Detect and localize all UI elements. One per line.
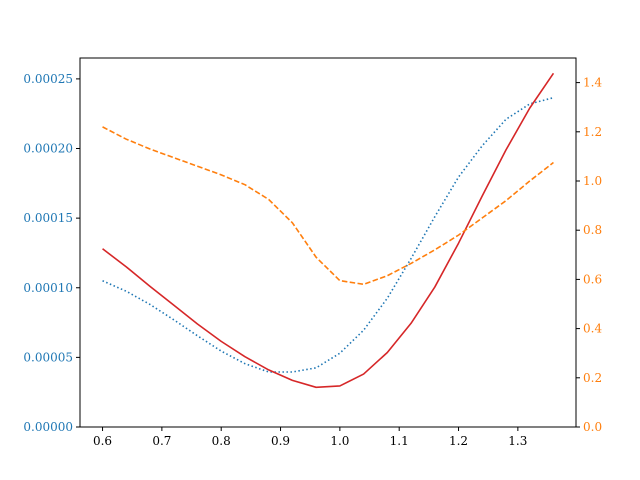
y-left-tick-label: 0.00025 — [23, 72, 73, 86]
y-right-tick-label: 1.2 — [583, 125, 602, 139]
y-right-tick-label: 1.0 — [583, 174, 602, 188]
plot-background — [80, 58, 576, 427]
y-left-tick-label: 0.00010 — [23, 281, 73, 295]
x-tick-label: 1.2 — [449, 434, 468, 448]
x-tick-label: 0.9 — [271, 434, 290, 448]
series-line-3 — [102, 126, 554, 286]
x-tick-label: 0.6 — [93, 434, 112, 448]
x-tick-label: 1.0 — [330, 434, 349, 448]
y-left-tick-label: 0.00000 — [23, 420, 73, 434]
y-right-tick-label: 0.4 — [583, 322, 602, 336]
series-line-1 — [102, 96, 554, 373]
x-tick-label: 0.7 — [152, 434, 171, 448]
y-left-tick-label: 0.00005 — [23, 350, 73, 364]
y-right-tick-label: 0.0 — [583, 420, 602, 434]
x-tick-label: 1.1 — [390, 434, 409, 448]
series-line-2 — [102, 72, 555, 389]
y-right-tick-label: 0.8 — [583, 223, 602, 237]
y-right-tick-label: 0.2 — [583, 371, 602, 385]
series-layer — [102, 72, 555, 389]
y-axis-left: 0.00000 0.00005 0.00010 0.00015 0.00020 0.000… — [23, 72, 80, 434]
y-right-tick-label: 1.4 — [583, 76, 602, 90]
y-axis-right: 0.0 0.2 0.4 0.6 0.8 1.0 1.2 1.4 — [576, 76, 602, 434]
x-tick-label: 0.8 — [212, 434, 231, 448]
y-right-tick-label: 0.6 — [583, 272, 602, 286]
plot-frame — [79, 57, 577, 428]
y-left-tick-label: 0.00015 — [23, 211, 73, 225]
x-axis: 0.6 0.7 0.8 0.9 1.0 1.1 1.2 1.3 — [93, 427, 527, 448]
x-tick-label: 1.3 — [508, 434, 527, 448]
y-left-tick-label: 0.00020 — [23, 142, 73, 156]
